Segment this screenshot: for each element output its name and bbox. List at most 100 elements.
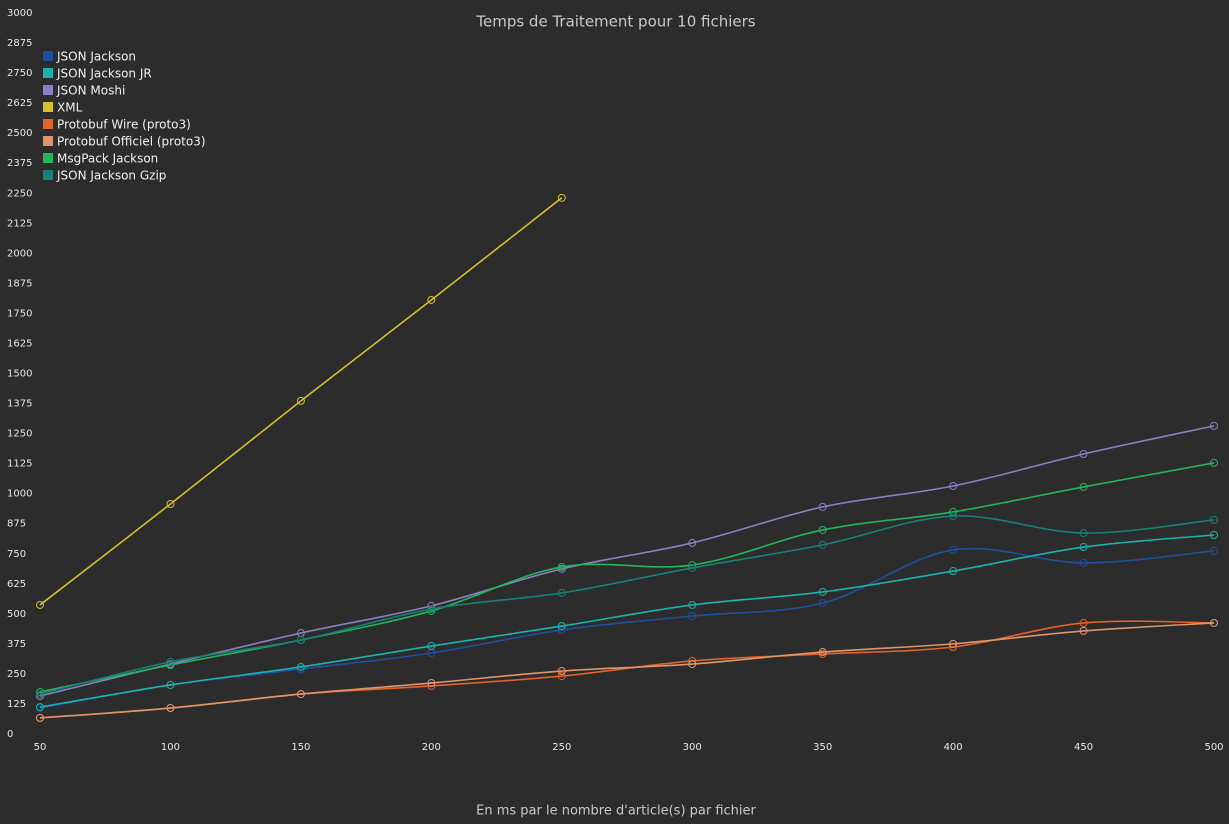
point [166, 500, 175, 509]
point [688, 563, 697, 572]
point [1210, 546, 1218, 555]
x-tick-label: 50 [34, 742, 47, 753]
x-tick-label: 300 [683, 742, 702, 753]
legend-label: MsgPack Jackson [57, 152, 158, 166]
y-tick-label: 2500 [7, 128, 32, 139]
legend-swatch [43, 51, 53, 61]
legend-label: JSON Jackson [56, 50, 136, 64]
x-tick-label: 350 [813, 742, 832, 753]
point [296, 690, 305, 699]
legend-swatch [43, 85, 53, 95]
point [949, 639, 958, 648]
y-tick-label: 1125 [7, 459, 32, 470]
point [818, 540, 827, 549]
point [557, 667, 566, 676]
y-tick-label: 2875 [7, 38, 32, 49]
x-axis-label: En ms par le nombre d'article(s) par fic… [476, 804, 756, 819]
point [818, 648, 827, 657]
series [36, 458, 1218, 696]
point [427, 679, 436, 688]
point [166, 680, 175, 689]
x-tick-label: 450 [1074, 742, 1093, 753]
y-tick-label: 750 [7, 549, 26, 560]
point [1210, 458, 1218, 467]
y-tick-label: 125 [7, 699, 26, 710]
line [39, 462, 1215, 693]
point [166, 704, 175, 713]
y-tick-label: 1250 [7, 429, 32, 440]
point [1079, 558, 1088, 567]
y-tick-label: 250 [7, 669, 26, 680]
point [557, 622, 566, 631]
point [1210, 531, 1218, 540]
x-tick-label: 250 [552, 742, 571, 753]
point [1210, 421, 1218, 430]
x-tick-label: 150 [291, 742, 310, 753]
legend-label: Protobuf Wire (proto3) [57, 118, 191, 132]
x-tick-label: 500 [1204, 742, 1223, 753]
point [427, 295, 436, 304]
y-tick-label: 1875 [7, 278, 32, 289]
legend-label: XML [57, 101, 83, 115]
point [1079, 529, 1088, 538]
y-tick-label: 875 [7, 519, 26, 530]
line [39, 197, 563, 606]
point [1210, 618, 1218, 627]
series [36, 512, 1218, 699]
point [818, 599, 827, 608]
y-tick-label: 2250 [7, 188, 32, 199]
point [427, 605, 436, 614]
point [557, 193, 566, 202]
point [949, 567, 958, 576]
legend-label: JSON Moshi [56, 84, 125, 98]
legend-swatch [43, 68, 53, 78]
point [688, 611, 697, 620]
y-tick-label: 2750 [7, 68, 32, 79]
y-tick-label: 3000 [7, 8, 32, 19]
y-tick-label: 0 [7, 729, 13, 740]
point [818, 587, 827, 596]
point [688, 660, 697, 669]
point [36, 690, 44, 699]
series [36, 193, 566, 609]
point [296, 665, 305, 674]
point [949, 512, 958, 521]
x-tick-label: 400 [944, 742, 963, 753]
y-tick-label: 2625 [7, 98, 32, 109]
legend-swatch [43, 102, 53, 112]
point [166, 657, 175, 666]
point [36, 687, 44, 696]
chart-title: Temps de Traitement pour 10 fichiers [475, 13, 755, 31]
point [36, 600, 44, 609]
line [39, 515, 1215, 695]
legend-label: JSON Jackson JR [56, 67, 152, 81]
series [36, 531, 1218, 712]
point [949, 545, 958, 554]
point [36, 703, 44, 712]
series [36, 618, 1218, 722]
point [949, 481, 958, 490]
point [296, 396, 305, 405]
y-tick-label: 1500 [7, 369, 32, 380]
line [39, 534, 1215, 708]
point [296, 636, 305, 645]
point [688, 600, 697, 609]
point [1079, 543, 1088, 552]
legend-label: JSON Jackson Gzip [56, 169, 166, 183]
y-tick-label: 2000 [7, 248, 32, 259]
point [557, 672, 566, 681]
legend-label: Protobuf Officiel (proto3) [57, 135, 206, 149]
y-tick-label: 500 [7, 609, 26, 620]
point [557, 562, 566, 571]
point [36, 713, 44, 722]
point [1079, 626, 1088, 635]
point [1079, 618, 1088, 627]
y-tick-label: 1000 [7, 489, 32, 500]
point [818, 525, 827, 534]
point [688, 538, 697, 547]
y-tick-label: 2375 [7, 158, 32, 169]
point [818, 502, 827, 511]
legend-swatch [43, 170, 53, 180]
point [1079, 482, 1088, 491]
